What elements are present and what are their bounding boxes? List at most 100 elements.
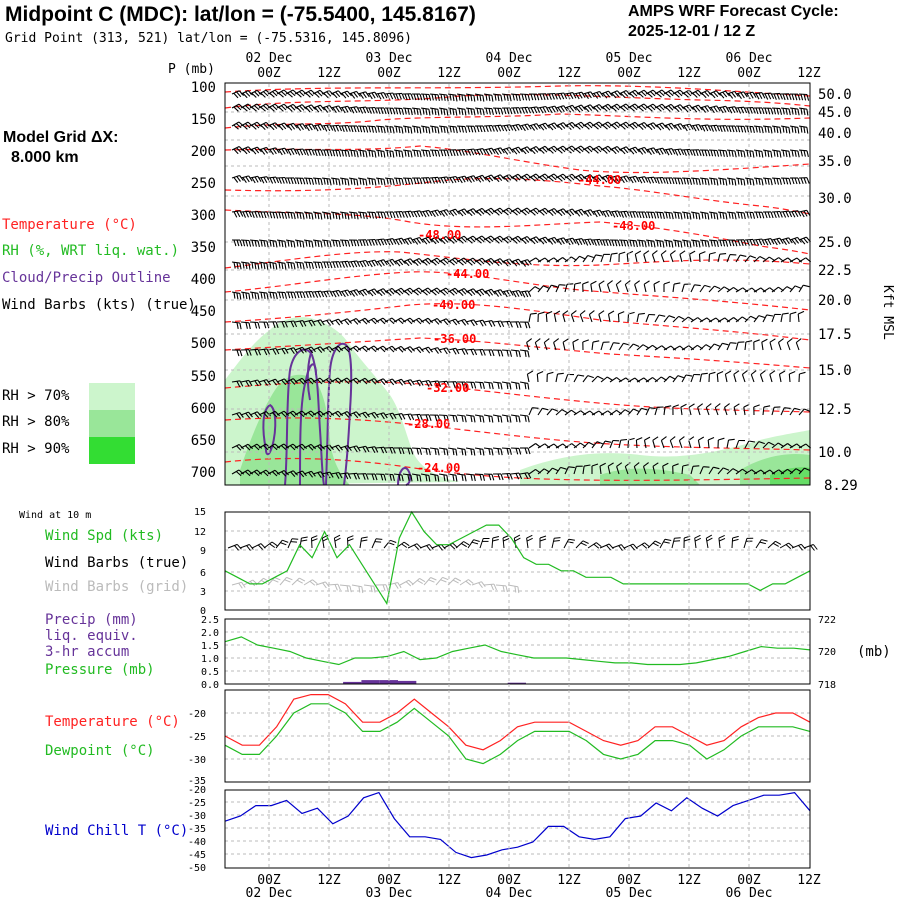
wind-barb xyxy=(339,211,350,220)
wind-barb xyxy=(546,208,559,216)
wind-barb xyxy=(582,281,589,293)
wind-tick: 9 xyxy=(200,546,206,557)
wind-barb xyxy=(803,544,818,551)
precip-gridlines xyxy=(225,631,810,672)
wind-barb xyxy=(492,320,505,328)
wind-barb xyxy=(573,465,583,475)
wind-barb xyxy=(479,538,490,549)
wind-barb xyxy=(762,238,775,246)
wind-barb xyxy=(285,320,298,328)
wind-barb xyxy=(600,145,613,154)
wind-barb xyxy=(510,93,521,102)
wind-barb xyxy=(645,176,658,184)
wind-barb xyxy=(681,211,692,220)
wind-barb xyxy=(797,310,805,323)
wind-barb xyxy=(762,149,773,158)
wind-barb xyxy=(598,280,605,293)
wind-barb xyxy=(420,257,433,266)
wind-barb xyxy=(285,261,296,270)
precip-bar xyxy=(398,680,417,684)
wind-barb xyxy=(679,250,686,263)
wind-barb xyxy=(762,441,775,449)
wind-barb xyxy=(294,177,306,185)
wind-barb xyxy=(564,208,577,217)
wind-barb xyxy=(598,310,605,323)
wind-barb xyxy=(555,284,566,293)
day-label: 04 Dec xyxy=(486,886,533,900)
wind-barb xyxy=(672,375,684,383)
wind-barb xyxy=(375,92,388,100)
wind-barb xyxy=(647,540,661,549)
wind-barb xyxy=(312,239,323,248)
wind-panel: 15 12 9 6 3 0 xyxy=(194,507,818,617)
wind-barb xyxy=(771,442,784,449)
wind-barb xyxy=(697,436,705,449)
wind-barb xyxy=(694,534,702,549)
wind-barb xyxy=(411,125,422,134)
wind-barb xyxy=(780,177,792,185)
wind-barb xyxy=(393,125,404,134)
wind-barb xyxy=(600,341,610,351)
h-tick: 15.0 xyxy=(818,363,852,379)
wind-barb xyxy=(528,106,541,114)
wind-barb xyxy=(366,125,378,133)
wind-barb xyxy=(744,315,757,323)
wind-barb xyxy=(537,173,551,182)
wind-barb xyxy=(419,544,434,551)
wind-barb xyxy=(519,321,531,329)
wind-tick: 0 xyxy=(200,606,206,617)
wind-barb xyxy=(465,381,477,389)
wind-barb xyxy=(402,177,414,185)
wind-barb xyxy=(375,317,389,325)
p-tick: 700 xyxy=(191,465,216,481)
chill-tick: -20 xyxy=(188,785,206,796)
wind-barb xyxy=(626,250,634,263)
wind-barb xyxy=(303,211,314,220)
wind-barb xyxy=(717,467,730,475)
wind-barb xyxy=(483,583,497,591)
wind-barb xyxy=(699,149,711,157)
wind-barb xyxy=(285,378,299,385)
wind-barb xyxy=(735,211,746,220)
wind-barb xyxy=(456,447,467,456)
wind-barb xyxy=(591,209,604,218)
wind-barb xyxy=(387,582,402,589)
temp-gridlines xyxy=(225,712,810,760)
wind-barbs-grid xyxy=(231,576,520,594)
wind-barb xyxy=(699,211,710,220)
wind-barb xyxy=(555,409,568,416)
wind-barb xyxy=(755,539,768,549)
wind-barb xyxy=(510,289,523,298)
legend-wind-chill: Wind Chill T (°C) xyxy=(45,823,189,839)
wind-barb xyxy=(537,257,551,263)
wind-barb xyxy=(348,177,359,186)
wind-barb xyxy=(420,177,432,185)
wind-barb xyxy=(465,447,476,456)
wind-barb xyxy=(735,177,746,186)
day-label: 02 Dec xyxy=(246,51,293,66)
wind-barb xyxy=(606,280,613,293)
wind-barb xyxy=(375,288,389,297)
wind-barb xyxy=(662,462,669,475)
wind-barb xyxy=(636,146,649,155)
wind-barb xyxy=(429,149,441,157)
wind-barb xyxy=(791,543,806,551)
wind-barb xyxy=(616,462,623,475)
wind-barb xyxy=(744,238,756,246)
wind-barb xyxy=(690,211,701,220)
wind-barb xyxy=(769,338,776,351)
wind-barb xyxy=(375,473,387,481)
legend-rh70-label: RH > 70% xyxy=(2,388,70,404)
wind-barb xyxy=(492,381,503,390)
hour-label: 12Z xyxy=(437,873,461,888)
wind-barb xyxy=(510,107,522,115)
wind-barb xyxy=(546,105,559,114)
hour-label: 12Z xyxy=(677,66,701,81)
wind-barb xyxy=(249,469,263,477)
wind-barb xyxy=(366,177,377,186)
wind-barb xyxy=(291,577,306,586)
legend-rh80-label: RH > 80% xyxy=(2,414,70,430)
wind-barb xyxy=(276,347,289,355)
wind-barb xyxy=(537,285,550,293)
wind-barb xyxy=(483,235,497,244)
